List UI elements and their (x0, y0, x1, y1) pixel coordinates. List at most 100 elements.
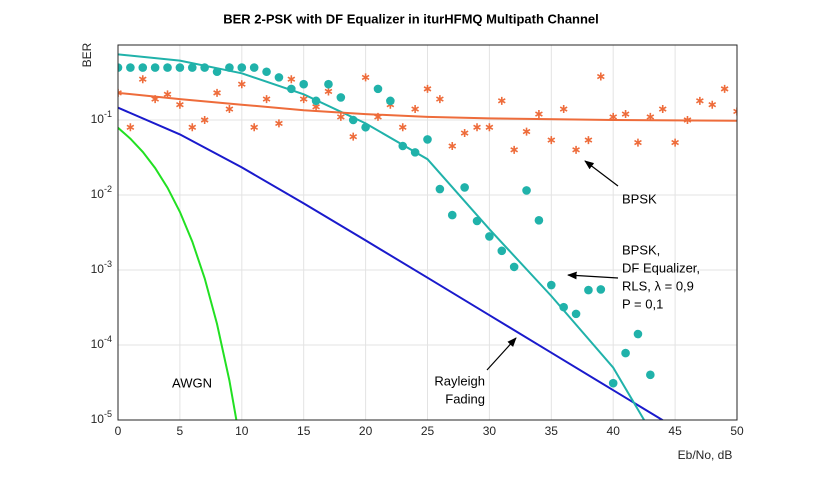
star-marker (275, 119, 283, 128)
dot-marker (460, 183, 469, 192)
star-marker (572, 145, 580, 154)
star-marker (584, 136, 593, 145)
star-marker (200, 116, 209, 124)
dot-marker (118, 63, 123, 72)
dot-marker (274, 73, 284, 82)
dot-marker (522, 186, 531, 195)
star-marker (559, 105, 568, 114)
star-marker (485, 123, 494, 132)
star-marker (436, 95, 444, 104)
dot-marker (559, 302, 568, 312)
curve (118, 106, 665, 420)
x-tick-label: 15 (297, 424, 311, 438)
dot-marker (497, 246, 507, 256)
star-marker (646, 112, 655, 121)
dot-marker (249, 63, 259, 72)
chart-title: BER 2-PSK with DF Equalizer in iturHFMQ … (223, 11, 599, 26)
dot-marker (509, 262, 519, 272)
dot-marker (299, 79, 309, 89)
curve (118, 53, 645, 420)
dot-marker (633, 329, 643, 339)
star-marker (188, 123, 197, 132)
y-tick-label: 10-1 (91, 109, 112, 126)
star-marker (720, 84, 729, 93)
star-marker (287, 75, 296, 84)
y-tick-label: 10-4 (91, 334, 112, 351)
star-marker (695, 96, 704, 105)
star-marker (237, 80, 246, 89)
dot-marker (596, 285, 606, 294)
dot-marker (447, 210, 457, 220)
dot-marker (386, 96, 395, 106)
x-tick-label: 5 (177, 424, 184, 438)
star-marker (708, 100, 717, 109)
annotation-arrow (584, 160, 619, 187)
annotation: Rayleigh (434, 373, 485, 388)
star-marker (423, 84, 432, 93)
x-tick-label: 40 (607, 424, 621, 438)
dot-marker (225, 63, 234, 72)
star-marker (634, 138, 642, 147)
y-axis-label: BER (80, 42, 94, 67)
y-tick-label: 10-5 (91, 409, 112, 426)
x-tick-label: 45 (668, 424, 682, 438)
star-marker (336, 112, 345, 121)
star-marker (250, 123, 259, 132)
curve (118, 127, 238, 420)
dot-marker (621, 348, 630, 358)
star-marker (225, 105, 234, 114)
star-marker (151, 95, 160, 104)
annotation: Fading (445, 391, 485, 406)
x-tick-label: 10 (235, 424, 249, 438)
x-tick-label: 0 (115, 424, 122, 438)
dot-marker (485, 232, 494, 241)
annotation: BPSK, (622, 242, 660, 257)
dot-marker (175, 63, 185, 72)
star-marker (683, 116, 692, 124)
dot-marker (200, 63, 209, 72)
dot-marker (410, 148, 420, 157)
dot-marker (287, 84, 296, 94)
dot-marker (237, 63, 247, 72)
star-marker (118, 88, 122, 97)
dot-marker (212, 67, 222, 77)
star-marker (138, 75, 147, 84)
dot-marker (584, 285, 593, 295)
star-marker (126, 123, 135, 132)
x-axis-label: Eb/No, dB (678, 448, 733, 462)
dot-marker (336, 93, 346, 102)
x-tick-label: 20 (359, 424, 373, 438)
dot-marker (423, 135, 432, 144)
annotation-arrow (567, 271, 619, 280)
curve (118, 91, 737, 122)
dot-marker (150, 63, 160, 72)
y-tick-label: 10-3 (91, 259, 112, 276)
star-marker (448, 142, 457, 151)
dot-marker (126, 63, 135, 72)
star-marker (361, 73, 370, 82)
star-marker (163, 90, 172, 99)
dot-marker (324, 79, 333, 89)
star-marker (733, 107, 737, 116)
star-marker (411, 105, 419, 114)
dot-marker (435, 184, 445, 194)
annotation-arrow (486, 337, 517, 371)
star-marker (262, 95, 271, 104)
dot-marker (571, 309, 581, 319)
dot-marker (163, 63, 172, 72)
annotation: DF Equalizer, (622, 260, 700, 275)
star-marker (176, 100, 184, 109)
x-tick-label: 30 (483, 424, 497, 438)
x-tick-label: 25 (421, 424, 435, 438)
star-marker (547, 136, 556, 145)
dot-marker (348, 115, 358, 125)
star-marker (497, 96, 506, 105)
star-marker (596, 72, 605, 81)
dot-marker (373, 84, 383, 94)
star-marker (671, 138, 679, 147)
axes-box (117, 44, 738, 421)
star-marker (658, 105, 667, 114)
dot-marker (398, 141, 408, 151)
star-marker (609, 112, 618, 121)
star-marker (299, 95, 308, 104)
